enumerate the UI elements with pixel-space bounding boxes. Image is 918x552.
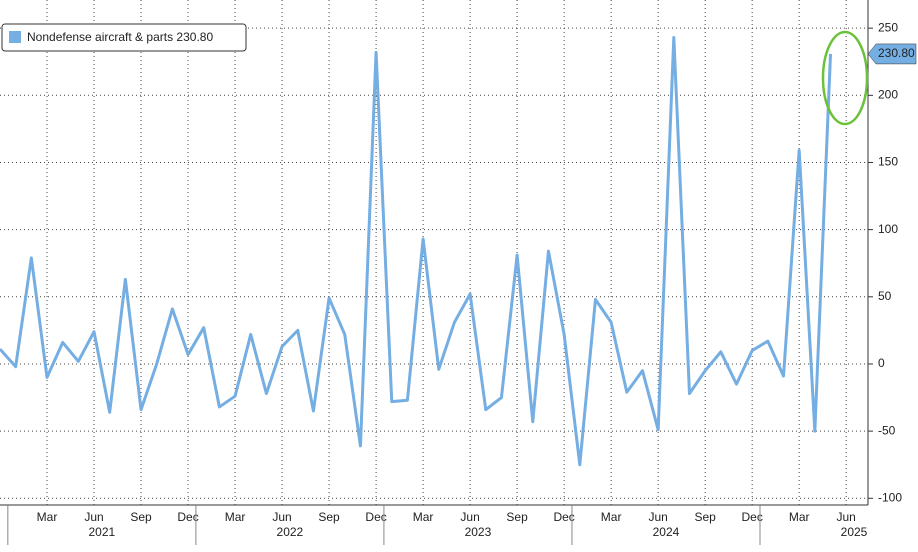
y-tick-label: -100 xyxy=(878,490,902,504)
year-label: 2025 xyxy=(841,525,868,539)
x-tick-label: Mar xyxy=(225,510,246,524)
x-tick-label: Sep xyxy=(506,510,528,524)
x-tick-label: Dec xyxy=(365,510,386,524)
legend-label: Nondefense aircraft & parts 230.80 xyxy=(27,30,213,44)
y-tick-label: -50 xyxy=(878,423,896,437)
year-label: 2021 xyxy=(89,525,116,539)
value-tag-label: 230.80 xyxy=(878,46,915,60)
value-tag xyxy=(867,43,917,65)
x-tick-label: Sep xyxy=(130,510,152,524)
x-tick-label: Sep xyxy=(694,510,716,524)
year-label: 2022 xyxy=(277,525,304,539)
legend-box xyxy=(1,23,247,52)
x-tick-label: Jun xyxy=(84,510,103,524)
y-tick-label: 250 xyxy=(878,20,898,34)
x-tick-label: Mar xyxy=(37,510,58,524)
x-tick-label: Jun xyxy=(272,510,291,524)
y-tick-label: 150 xyxy=(878,155,898,169)
x-tick-label: Jun xyxy=(837,510,856,524)
series-line xyxy=(0,36,833,467)
x-tick-label: Dec xyxy=(177,510,198,524)
legend-name: Nondefense aircraft & parts xyxy=(27,30,173,44)
legend-swatch xyxy=(9,31,21,43)
y-tick-label: 100 xyxy=(878,222,898,236)
x-tick-label: Jun xyxy=(648,510,667,524)
x-tick-label: Mar xyxy=(413,510,434,524)
x-tick-label: Jun xyxy=(460,510,479,524)
x-tick-label: Sep xyxy=(318,510,340,524)
y-tick-label: 200 xyxy=(878,87,898,101)
y-tick-label: 50 xyxy=(878,289,892,303)
year-label: 2023 xyxy=(465,525,492,539)
year-label: 2024 xyxy=(653,525,680,539)
highlight-ellipse xyxy=(821,30,869,126)
x-tick-label: Mar xyxy=(789,510,810,524)
x-tick-label: Mar xyxy=(601,510,622,524)
x-tick-label: Dec xyxy=(553,510,574,524)
x-tick-label: Dec xyxy=(741,510,762,524)
legend-value: 230.80 xyxy=(176,30,213,44)
y-tick-label: 0 xyxy=(878,356,885,370)
plot xyxy=(0,36,833,467)
legend: Nondefense aircraft & parts 230.80 xyxy=(1,23,247,52)
